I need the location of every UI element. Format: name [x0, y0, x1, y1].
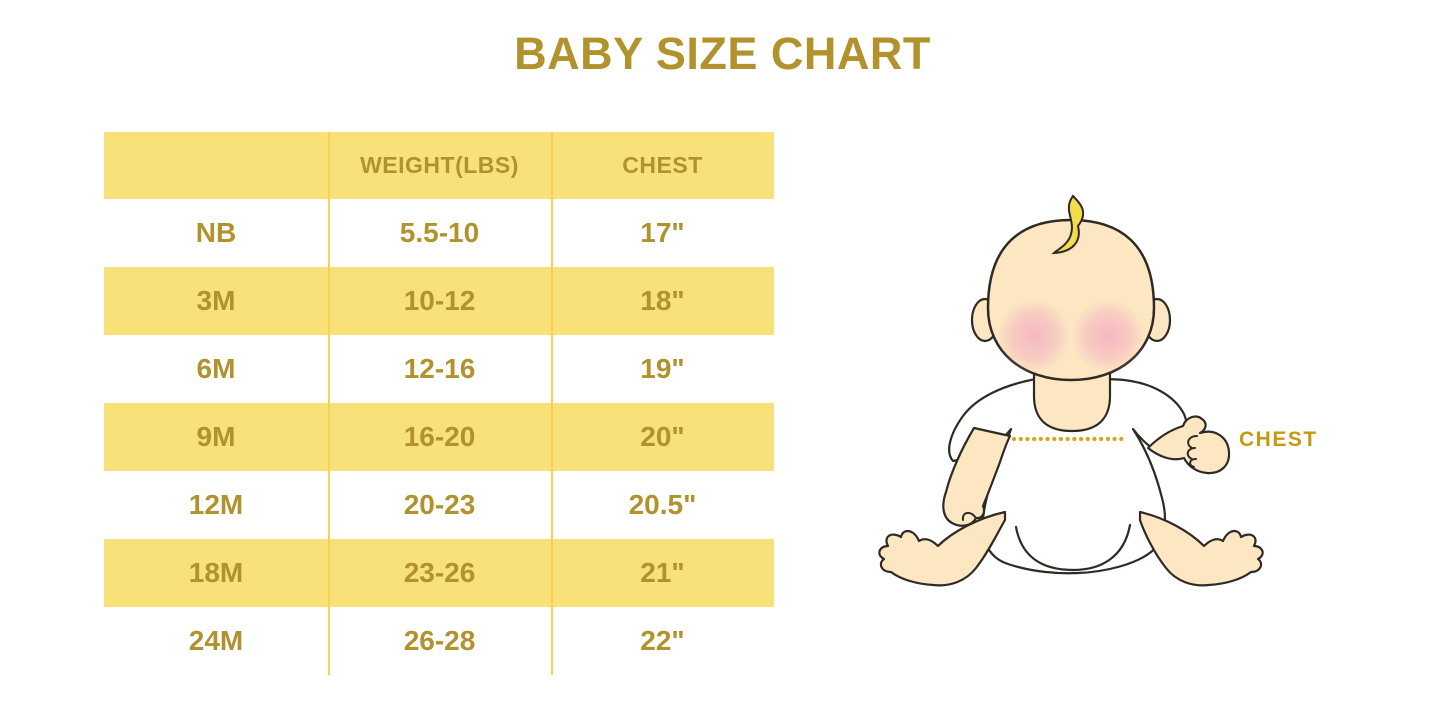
baby-left-blush — [997, 299, 1071, 373]
baby-diaper — [1018, 520, 1128, 570]
chest-cell: 20.5" — [628, 489, 697, 520]
weight-cell: 26-28 — [403, 625, 476, 656]
table-row: 3M 10-12 18" — [104, 267, 774, 335]
header-weight: WEIGHT(LBS) — [360, 152, 519, 178]
table-row: 18M 23-26 21" — [104, 539, 774, 607]
baby-illustration — [878, 194, 1264, 587]
size-table: WEIGHT(LBS) CHEST NB 5.5-10 17" 3M 10-12… — [104, 132, 774, 675]
weight-cell: 12-16 — [403, 353, 476, 384]
table-header-row: WEIGHT(LBS) CHEST — [104, 132, 774, 199]
chest-cell: 20" — [640, 421, 685, 452]
table-row: 9M 16-20 20" — [104, 403, 774, 471]
header-chest: CHEST — [622, 152, 703, 178]
page-title: BABY SIZE CHART — [514, 28, 931, 79]
weight-cell: 23-26 — [403, 557, 476, 588]
table-row: 24M 26-28 22" — [104, 607, 774, 675]
weight-cell: 16-20 — [403, 421, 476, 452]
chest-measure-label: CHEST — [1239, 428, 1318, 451]
chest-cell: 21" — [640, 557, 685, 588]
baby-right-leg — [1138, 510, 1264, 587]
weight-cell: 10-12 — [403, 285, 476, 316]
size-cell: 3M — [196, 285, 236, 316]
size-cell: 9M — [196, 421, 236, 452]
baby-right-blush — [1071, 299, 1145, 373]
baby-hair-curl — [1051, 194, 1085, 255]
chest-cell: 18" — [640, 285, 685, 316]
column-divider-2 — [551, 132, 553, 675]
weight-cell: 5.5-10 — [399, 217, 480, 248]
baby-left-finger-curl — [961, 512, 977, 521]
size-cell: 24M — [188, 625, 244, 656]
baby-neck — [1032, 366, 1112, 433]
baby-left-leg — [878, 510, 1007, 587]
chest-cell: 17" — [640, 217, 685, 248]
column-divider-1 — [328, 132, 330, 675]
baby-right-finger-curls — [1186, 435, 1198, 468]
baby-diaper-outline — [1014, 523, 1132, 572]
table-row: 6M 12-16 19" — [104, 335, 774, 403]
weight-cell: 20-23 — [403, 489, 476, 520]
chest-cell: 22" — [640, 625, 685, 656]
chest-cell: 19" — [640, 353, 685, 384]
size-cell: 12M — [188, 489, 244, 520]
table-row: NB 5.5-10 17" — [104, 199, 774, 267]
table-row: 12M 20-23 20.5" — [104, 471, 774, 539]
size-cell: 6M — [196, 353, 236, 384]
size-cell: 18M — [188, 557, 244, 588]
size-cell: NB — [195, 217, 237, 248]
